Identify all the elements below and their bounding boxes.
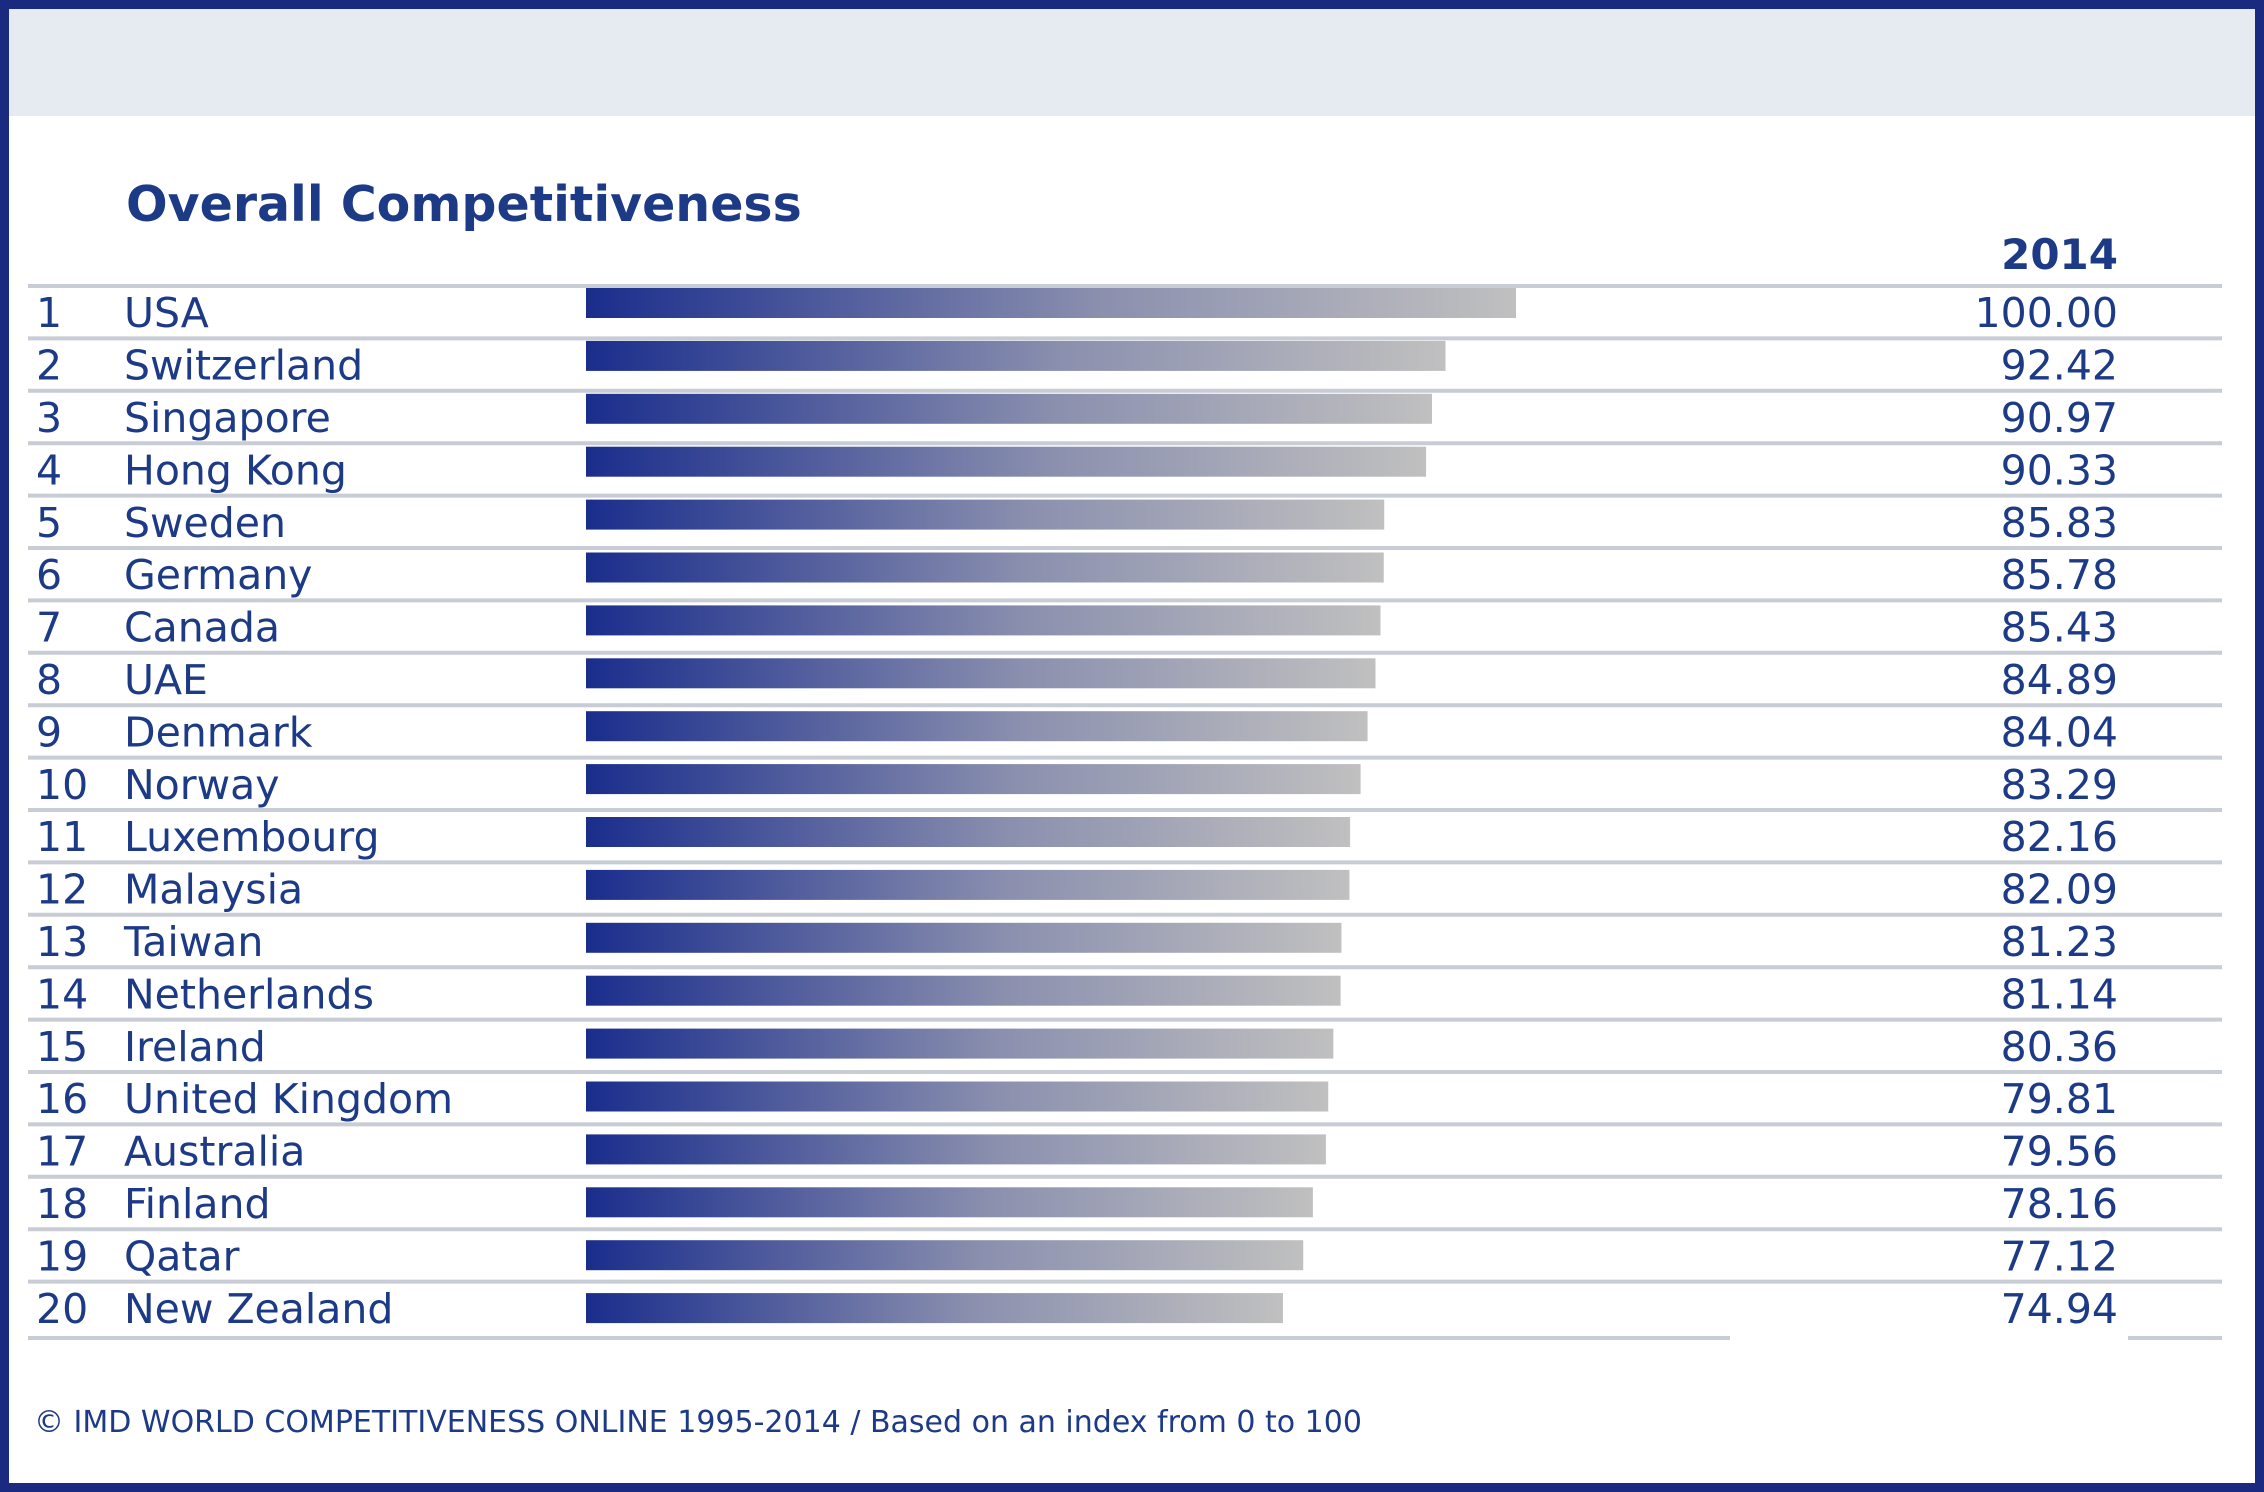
source-footnote: © IMD WORLD COMPETITIVENESS ONLINE 1995-… [34,1405,1362,1440]
value-label: 84.89 [2001,656,2118,704]
value-label: 82.09 [2001,866,2118,914]
rank-label: 1 [36,289,62,337]
bar [586,658,1376,689]
country-label: Switzerland [124,342,363,390]
rank-label: 19 [36,1232,88,1280]
country-label: Denmark [124,708,313,756]
bar [586,1240,1304,1271]
bar [586,499,1385,530]
country-label: Qatar [124,1232,240,1280]
bar [586,1134,1326,1165]
value-label: 85.43 [2001,604,2118,652]
country-label: New Zealand [124,1285,393,1333]
rank-label: 7 [36,604,62,652]
rank-label: 2 [36,342,62,390]
rank-label: 9 [36,708,62,756]
bar [586,711,1368,742]
bar [586,975,1341,1006]
country-label: Malaysia [124,866,303,914]
country-label: USA [124,289,209,337]
value-label: 84.04 [2001,708,2118,756]
value-label: 85.83 [2001,499,2118,547]
country-label: Canada [124,604,280,652]
value-label: 77.12 [2001,1232,2118,1280]
bar [586,1081,1329,1112]
rank-label: 5 [36,499,62,547]
country-label: Sweden [124,499,286,547]
country-label: Taiwan [123,918,263,966]
value-label: 81.23 [2001,918,2118,966]
rank-label: 11 [36,813,88,861]
country-label: Netherlands [124,970,374,1018]
bar [586,446,1427,477]
rank-label: 15 [36,1023,88,1071]
value-label: 74.94 [2001,1285,2118,1333]
value-label: 79.56 [2001,1128,2118,1176]
country-label: Germany [124,551,312,599]
rank-label: 6 [36,551,62,599]
country-label: United Kingdom [124,1075,453,1123]
value-label: 79.81 [2001,1075,2118,1123]
country-label: Luxembourg [124,813,380,861]
rank-label: 18 [36,1180,88,1228]
value-label: 90.97 [2001,394,2118,442]
value-label: 90.33 [2001,446,2118,494]
value-label: 82.16 [2001,813,2118,861]
country-label: UAE [124,656,208,704]
rank-label: 3 [36,394,62,442]
country-label: Singapore [124,394,331,442]
bar [586,1293,1283,1324]
rank-label: 14 [36,970,88,1018]
country-label: Ireland [124,1023,266,1071]
value-label: 92.42 [2001,342,2118,390]
bar [586,922,1342,953]
country-label: Norway [124,761,280,809]
rank-label: 4 [36,446,62,494]
bar [586,340,1446,371]
bar [586,393,1433,424]
bar [586,288,1516,318]
value-label: 81.14 [2001,970,2118,1018]
value-label: 83.29 [2001,761,2118,809]
year-column-header: 2014 [2001,230,2118,279]
rank-label: 16 [36,1075,88,1123]
chart-rows: 1 USA 100.00 2 Switzerland 92.42 3 Singapore 90.… [28,284,2222,1340]
rank-label: 17 [36,1128,88,1176]
country-label: Finland [124,1180,271,1228]
rank-label: 20 [36,1285,88,1333]
value-label: 85.78 [2001,551,2118,599]
rank-label: 8 [36,656,62,704]
chart-title: Overall Competitiveness [126,176,802,233]
value-label: 100.00 [1975,289,2118,337]
bar [586,869,1350,900]
value-label: 80.36 [2001,1023,2118,1071]
bar [586,817,1351,847]
bar [586,1028,1334,1059]
rank-label: 10 [36,761,88,809]
bar [586,605,1381,636]
header-band [9,9,2255,116]
country-label: Australia [124,1128,305,1176]
value-label: 78.16 [2001,1180,2118,1228]
bar [586,764,1361,795]
rank-label: 12 [36,866,88,914]
bar [586,552,1384,583]
bar [586,1187,1313,1218]
rank-label: 13 [36,918,88,966]
country-label: Hong Kong [124,446,347,494]
